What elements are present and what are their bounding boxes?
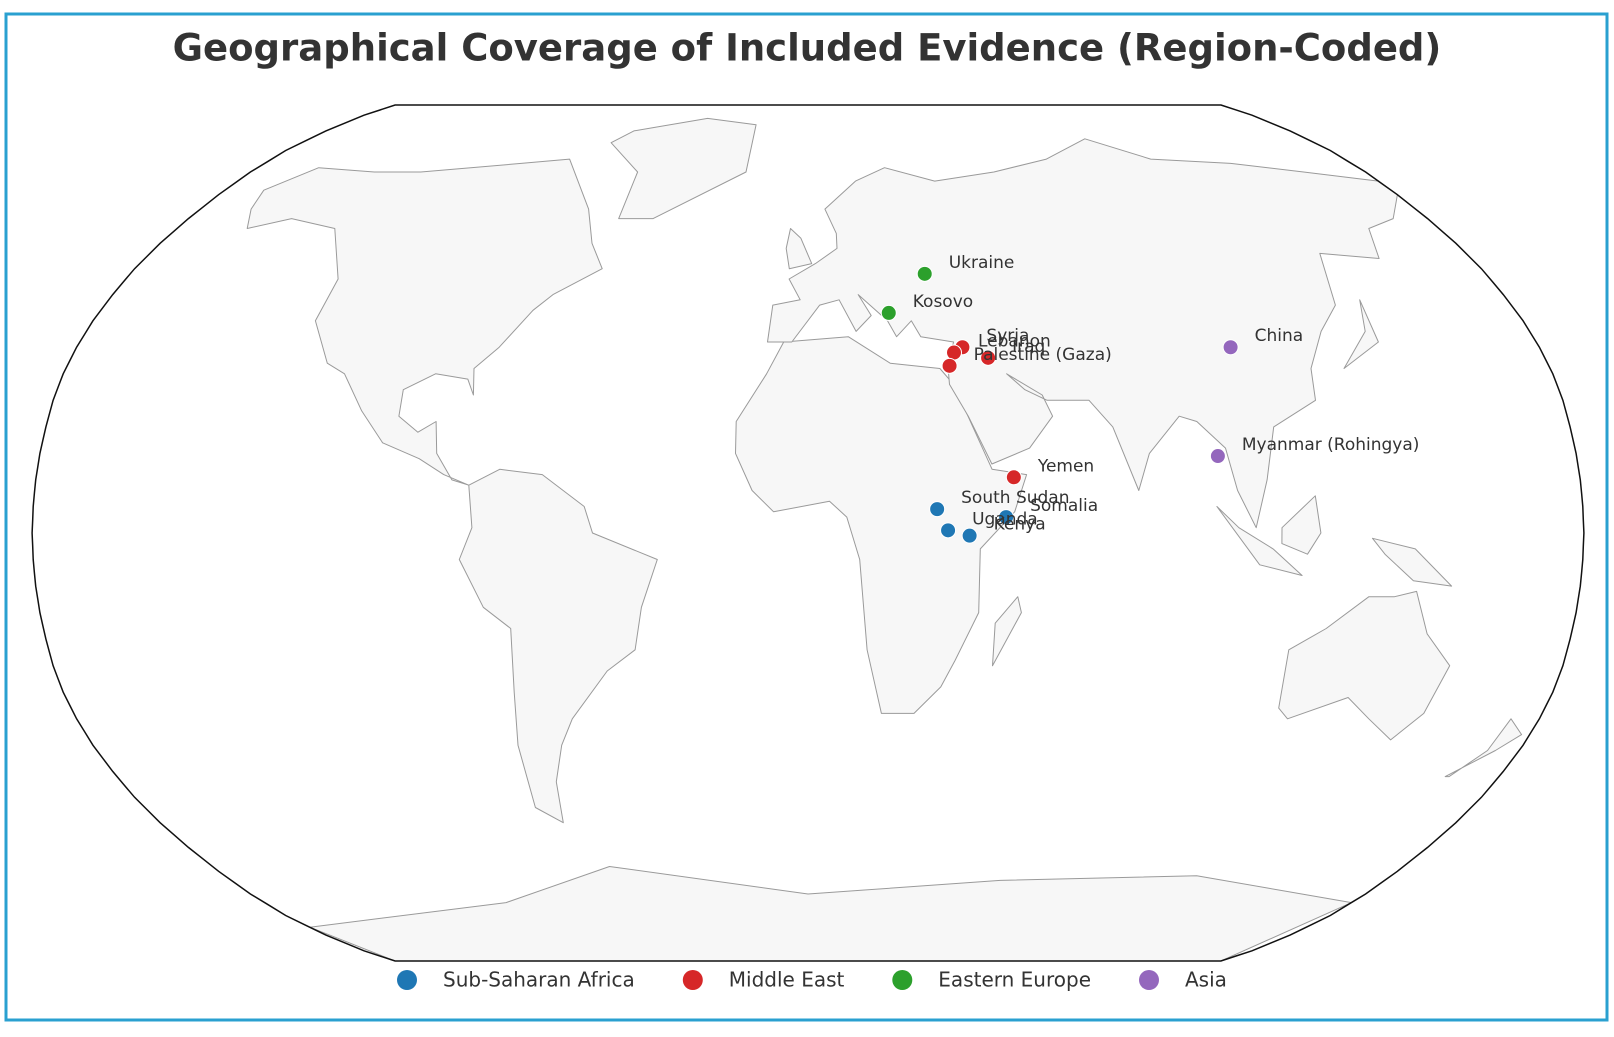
legend-item: Middle East bbox=[682, 968, 845, 992]
legend-swatch bbox=[397, 970, 417, 990]
point bbox=[941, 357, 958, 374]
point-label: Palestine (Gaza) bbox=[974, 345, 1112, 365]
point-label: Myanmar (Rohingya) bbox=[1242, 435, 1420, 455]
point bbox=[961, 527, 978, 544]
legend-swatch bbox=[1139, 970, 1159, 990]
point-label: China bbox=[1255, 326, 1304, 346]
legend-label: Asia bbox=[1185, 968, 1227, 992]
land-shape bbox=[1372, 537, 1453, 587]
point bbox=[1005, 469, 1022, 486]
point-label: South Sudan bbox=[961, 488, 1069, 508]
land-shape bbox=[735, 336, 1028, 714]
legend-item: Asia bbox=[1139, 968, 1227, 992]
point bbox=[946, 344, 963, 361]
legend-label: Middle East bbox=[729, 968, 845, 992]
point-label: Kenya bbox=[994, 515, 1046, 535]
land-shape bbox=[992, 596, 1022, 667]
point bbox=[929, 501, 946, 518]
land-layer bbox=[246, 117, 1523, 961]
legend-swatch bbox=[682, 970, 703, 990]
point bbox=[998, 509, 1015, 526]
land-shape bbox=[610, 117, 757, 220]
point bbox=[880, 304, 897, 321]
legend-item: Sub-Saharan Africa bbox=[397, 968, 635, 992]
point bbox=[980, 349, 997, 366]
land-shape bbox=[458, 468, 658, 824]
land-shape bbox=[1444, 718, 1523, 778]
legend-label: Eastern Europe bbox=[938, 968, 1091, 992]
point-label: Somalia bbox=[1030, 496, 1098, 516]
land-shape bbox=[767, 138, 1398, 529]
point-label: Kosovo bbox=[913, 292, 973, 312]
land-shape bbox=[309, 866, 1352, 961]
land-shape bbox=[246, 158, 603, 486]
point bbox=[1222, 339, 1239, 356]
point-label: Iraq bbox=[1012, 337, 1045, 357]
legend: Sub-Saharan Africa Middle East Eastern Eur… bbox=[397, 968, 1227, 992]
point-label: Yemen bbox=[1037, 456, 1094, 476]
point-label: Uganda bbox=[972, 509, 1038, 529]
point-label: Lebanon bbox=[978, 332, 1051, 352]
legend-swatch bbox=[892, 970, 913, 990]
map-border bbox=[31, 104, 1585, 962]
point bbox=[1209, 448, 1226, 465]
point-label: Syria bbox=[986, 326, 1029, 346]
legend-item: Eastern Europe bbox=[892, 968, 1091, 992]
legend-label: Sub-Saharan Africa bbox=[443, 968, 635, 992]
land-shape bbox=[1281, 495, 1322, 555]
land-shape bbox=[1278, 590, 1451, 741]
point-label: Ukraine bbox=[949, 253, 1015, 273]
land-shape bbox=[785, 228, 813, 270]
frame bbox=[4, 12, 1609, 1022]
land-shape bbox=[1216, 506, 1303, 576]
land-shape bbox=[1343, 299, 1379, 369]
chart-title: Geographical Coverage of Included Eviden… bbox=[173, 27, 1442, 70]
point bbox=[940, 522, 957, 539]
point bbox=[916, 265, 933, 282]
